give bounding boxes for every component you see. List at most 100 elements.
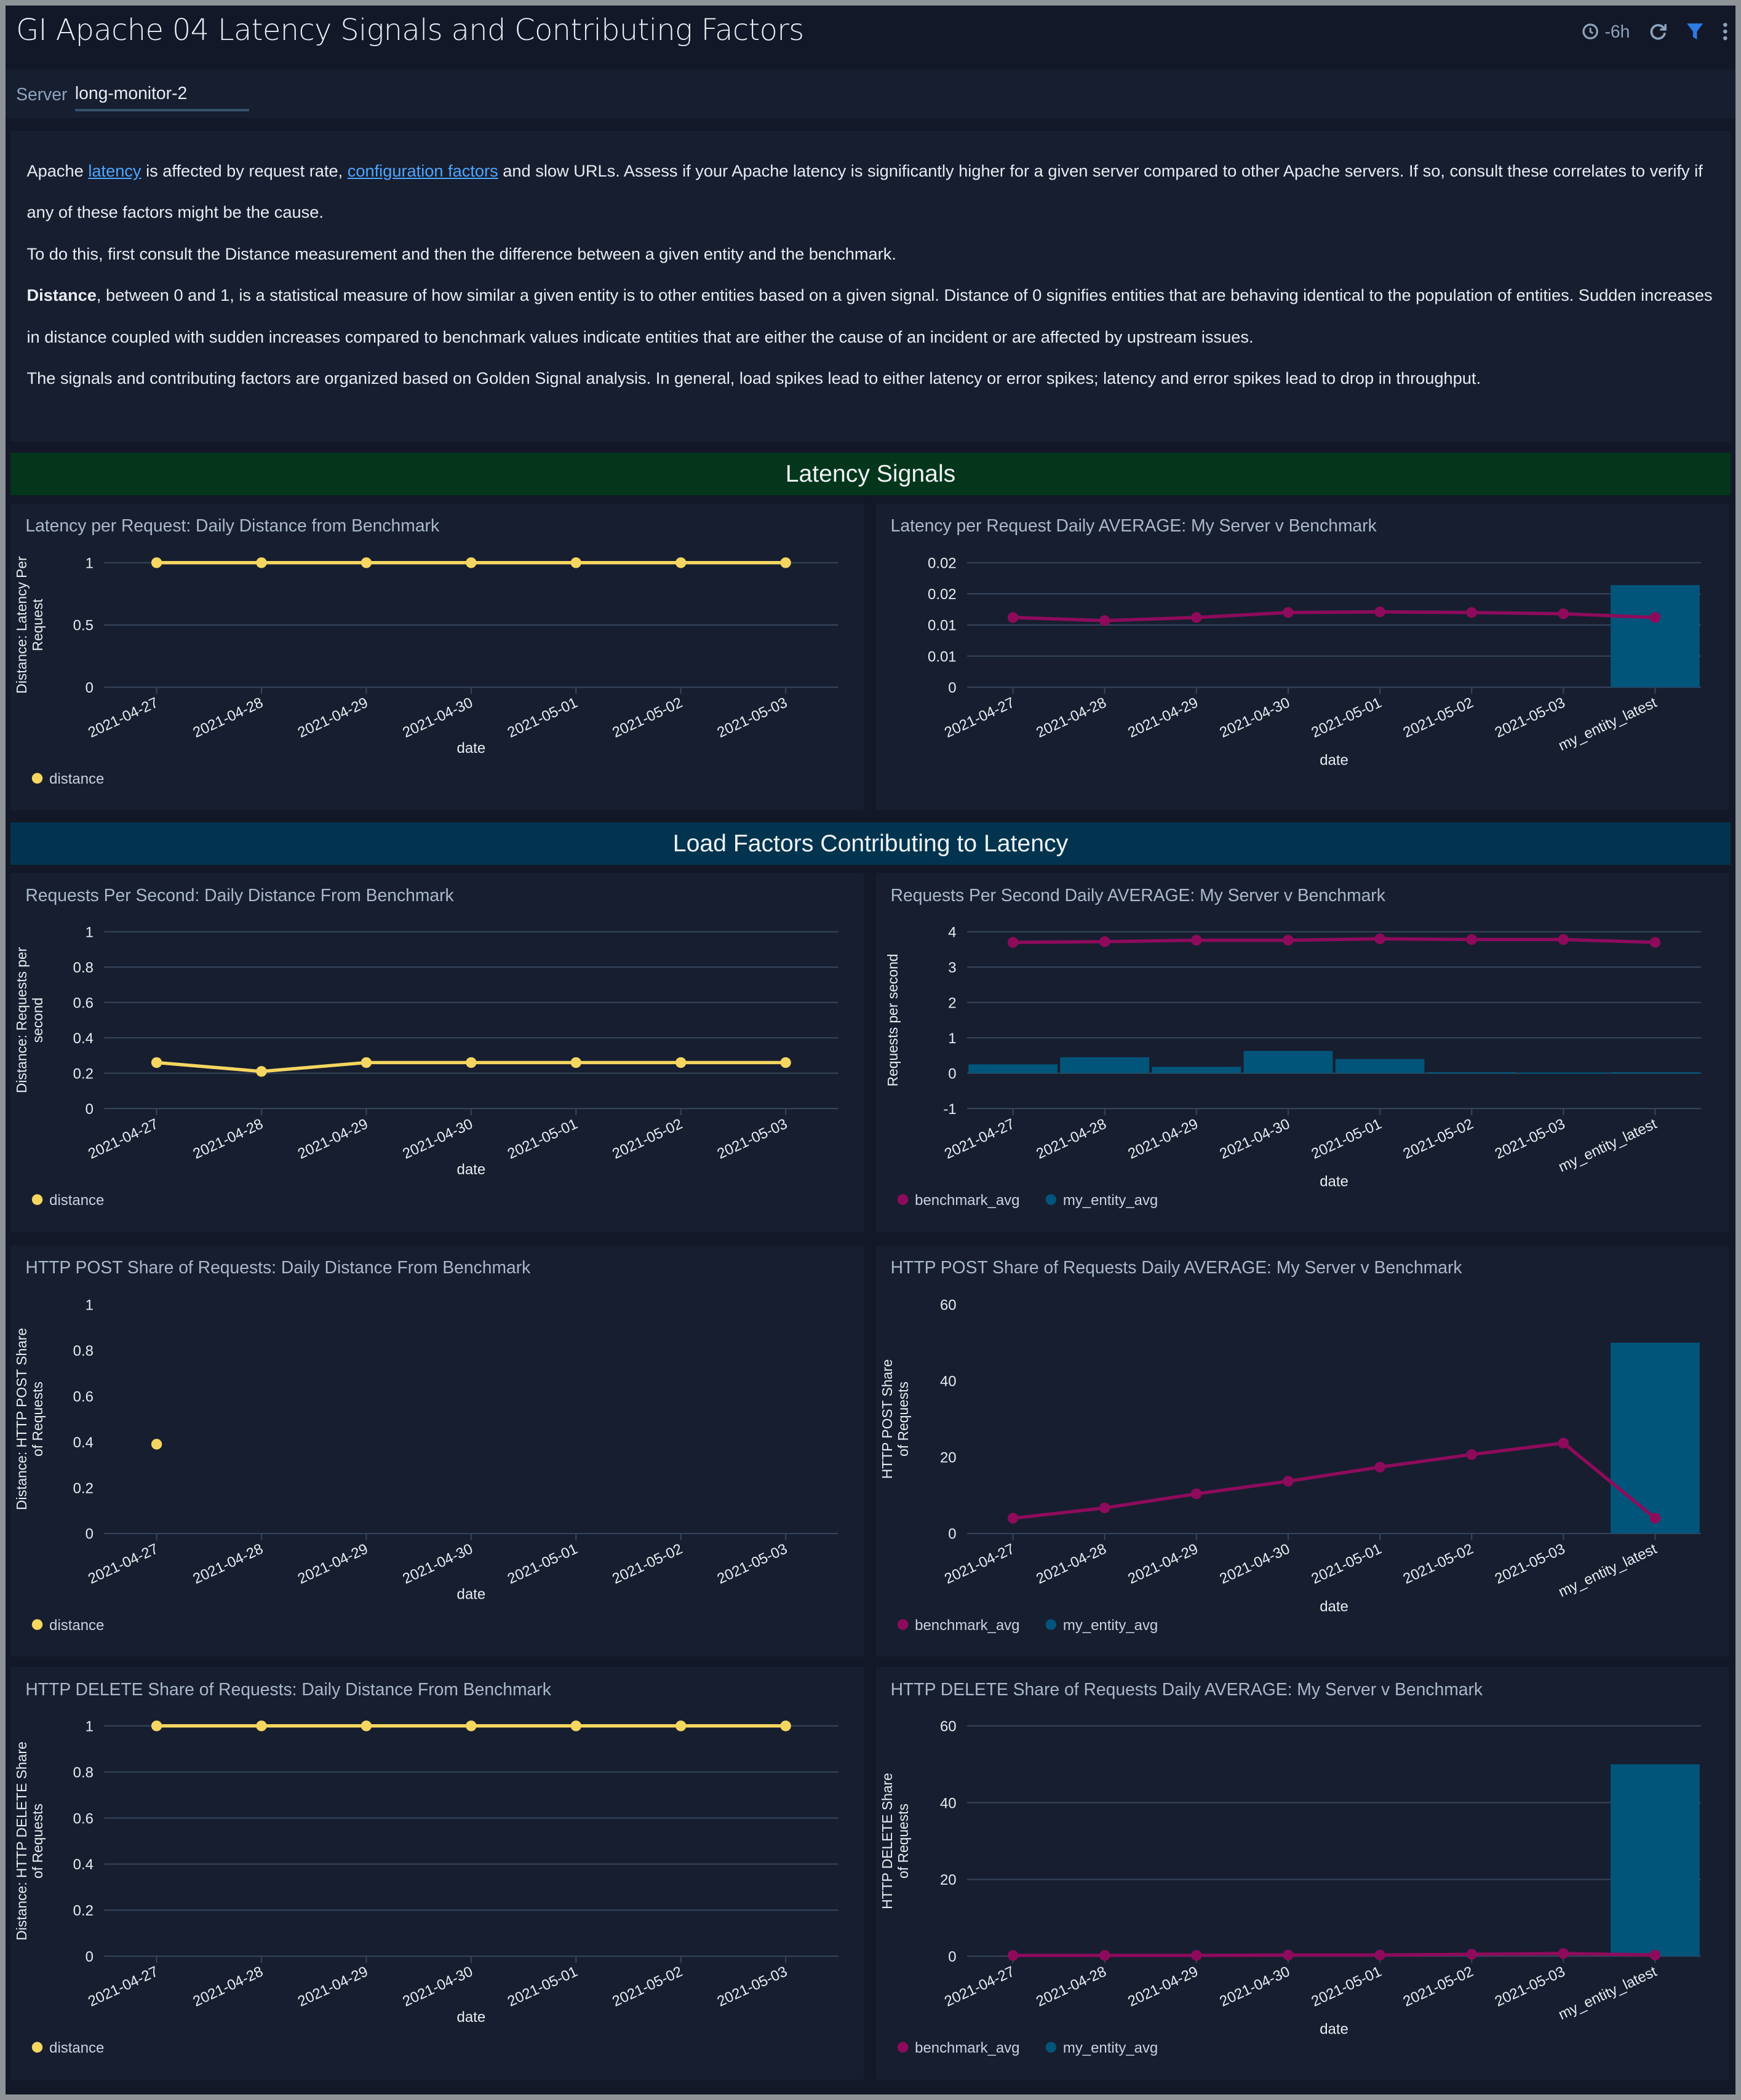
y-axis-label-line: HTTP DELETE Share <box>879 1773 895 1909</box>
legend-item[interactable]: benchmark_avg <box>897 2040 1020 2056</box>
x-tick-label: 2021-04-27 <box>942 694 1017 741</box>
y-tick-label: 0.4 <box>73 1856 94 1873</box>
x-tick-label: my_entity_latest <box>1556 1540 1659 1601</box>
x-tick-label: 2021-04-29 <box>1125 1116 1200 1163</box>
legend-label: distance <box>50 2040 105 2056</box>
bar <box>1518 1072 1608 1075</box>
chart-svg: 0 20 40 60 2021-04-27 2021-04-28 2021-04-29 202… <box>879 1719 1701 2056</box>
x-tick-label: 2021-05-01 <box>1309 1540 1384 1587</box>
legend-item[interactable]: my_entity_avg <box>1045 1192 1158 1209</box>
legend-item[interactable]: my_entity_avg <box>1045 1617 1158 1633</box>
x-tick-label: 2021-04-28 <box>191 1963 266 2010</box>
x-tick-label: 2021-04-30 <box>400 1116 476 1163</box>
legend-item[interactable]: benchmark_avg <box>897 1192 1020 1209</box>
x-tick-label: 2021-05-02 <box>1400 1116 1475 1163</box>
x-tick-label: 2021-05-03 <box>715 1540 790 1587</box>
dashboard-frame: GI Apache 04 Latency Signals and Contrib… <box>5 5 1736 2094</box>
bar <box>1243 1051 1333 1073</box>
x-tick-label: 2021-04-29 <box>295 1116 370 1163</box>
x-tick-label: 2021-05-03 <box>1492 694 1567 741</box>
toolbar: -6h <box>1582 22 1727 42</box>
series-line <box>1012 1441 1656 1520</box>
configuration-factors-link[interactable]: configuration factors <box>347 161 498 180</box>
time-range-button[interactable]: -6h <box>1582 22 1630 42</box>
filter-icon[interactable] <box>1686 22 1703 41</box>
refresh-icon[interactable] <box>1649 22 1667 41</box>
legend-swatch <box>32 2042 43 2053</box>
chart-svg: 0 0.2 0.4 0.6 0.8 1 2021-04-27 2021-04-28 2021-0… <box>14 925 839 1209</box>
chart-title: Latency per Request Daily AVERAGE: My Se… <box>890 515 1377 536</box>
bar <box>1152 1067 1241 1073</box>
chart-panel: Requests Per Second Daily AVERAGE: My Se… <box>875 873 1729 1232</box>
data-point <box>1558 608 1569 619</box>
x-tick-label: 2021-05-03 <box>715 1963 790 2010</box>
x-tick-label: 2021-04-27 <box>942 1963 1017 2010</box>
series-line <box>1013 937 1655 945</box>
y-tick-label: 1 <box>948 1030 956 1047</box>
legend-item[interactable]: benchmark_avg <box>897 1617 1020 1633</box>
data-point <box>151 1720 162 1732</box>
x-tick-label: 2021-05-01 <box>1309 694 1384 741</box>
x-tick-label: 2021-05-03 <box>715 1116 790 1163</box>
legend-item[interactable]: my_entity_avg <box>1045 2040 1158 2056</box>
legend-label: distance <box>50 1617 105 1633</box>
legend-item[interactable]: distance <box>32 1192 105 1209</box>
data-point <box>1374 933 1385 945</box>
y-tick-label: 0.02 <box>928 586 957 603</box>
y-tick-label: 60 <box>940 1719 957 1735</box>
data-point <box>1282 1475 1294 1487</box>
data-point <box>361 557 372 568</box>
latency-link[interactable]: latency <box>88 161 141 180</box>
data-point <box>256 557 268 568</box>
x-tick-label: 2021-04-27 <box>86 1540 161 1587</box>
data-point <box>1466 1449 1477 1460</box>
description-paragraph: To do this, first consult the Distance m… <box>26 244 896 263</box>
legend-label: distance <box>50 1192 105 1209</box>
data-point <box>570 1720 582 1732</box>
chart-title: Latency per Request: Daily Distance from… <box>25 515 440 536</box>
chart-title: Requests Per Second Daily AVERAGE: My Se… <box>890 885 1385 905</box>
load-factors-banner: Load Factors Contributing to Latency <box>10 822 1731 865</box>
data-point <box>1007 1950 1018 1961</box>
y-tick-label: 0.02 <box>928 555 957 571</box>
bar <box>1610 1764 1700 1957</box>
x-tick-label: 2021-04-30 <box>1217 1116 1292 1163</box>
x-tick-label: 2021-04-29 <box>1125 1963 1200 2010</box>
data-point <box>151 1438 162 1450</box>
data-point <box>1649 1513 1660 1524</box>
y-tick-label: 0 <box>86 1949 94 1965</box>
x-tick-label: 2021-04-30 <box>400 694 476 741</box>
y-tick-label: 1 <box>86 925 94 941</box>
data-point <box>780 557 792 568</box>
x-tick-label: 2021-04-29 <box>1125 694 1200 741</box>
x-tick-label: 2021-04-28 <box>1034 1540 1109 1587</box>
x-tick-label: 2021-04-28 <box>191 1116 266 1163</box>
legend-item[interactable]: distance <box>32 1617 105 1633</box>
y-tick-label: 0 <box>948 1066 956 1083</box>
x-axis-label: date <box>457 1586 486 1602</box>
server-filter-input[interactable]: long-monitor-2 <box>74 83 249 111</box>
y-axis-label-line: Distance: Latency Per <box>14 555 30 693</box>
bar <box>1610 1342 1700 1533</box>
chart-panel: Requests Per Second: Daily Distance From… <box>10 873 864 1232</box>
x-tick-label: 2021-04-30 <box>1217 1963 1292 2010</box>
more-icon[interactable] <box>1723 22 1728 41</box>
data-point <box>780 1057 792 1068</box>
x-tick-label: 2021-05-02 <box>1400 1540 1475 1587</box>
x-tick-label: 2021-05-01 <box>505 1116 580 1163</box>
y-tick-label: 0 <box>948 1949 956 1965</box>
chart-svg: 0 0.2 0.4 0.6 0.8 1 2021-04-27 2021-04-28 2021-0… <box>14 1297 839 1633</box>
x-tick-label: 2021-05-01 <box>505 1540 580 1587</box>
legend-swatch <box>897 2042 908 2053</box>
x-tick-label: 2021-04-30 <box>400 1540 476 1587</box>
legend-item[interactable]: distance <box>32 2040 105 2056</box>
data-point <box>1466 934 1477 945</box>
text: , between 0 and 1, is a statistical meas… <box>26 285 1713 346</box>
data-point <box>151 1057 162 1068</box>
y-tick-label: 0.5 <box>73 617 94 634</box>
y-tick-label: 0.6 <box>73 1388 94 1405</box>
y-tick-label: 0.01 <box>928 617 957 634</box>
legend-item[interactable]: distance <box>32 770 105 787</box>
y-tick-label: 4 <box>948 925 956 941</box>
x-tick-label: my_entity_latest <box>1556 1116 1659 1176</box>
